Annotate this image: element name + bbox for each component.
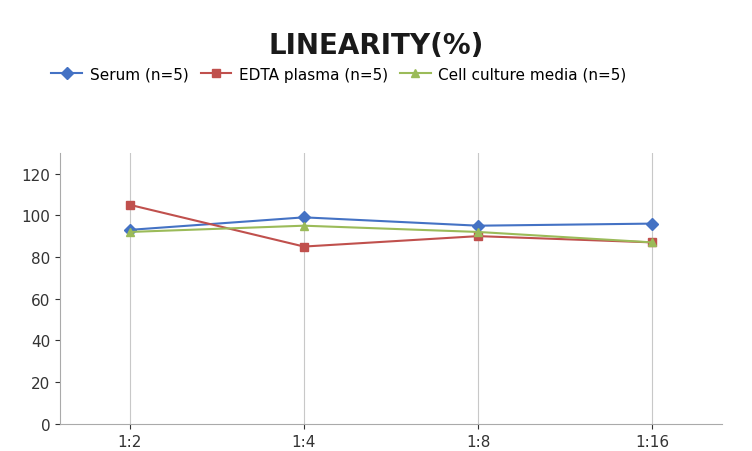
Cell culture media (n=5) <box>299 224 308 229</box>
Serum (n=5) <box>299 215 308 221</box>
Serum (n=5) <box>126 228 135 233</box>
EDTA plasma (n=5) <box>647 240 656 245</box>
Legend: Serum (n=5), EDTA plasma (n=5), Cell culture media (n=5): Serum (n=5), EDTA plasma (n=5), Cell cul… <box>45 62 632 89</box>
Serum (n=5) <box>474 224 483 229</box>
Line: EDTA plasma (n=5): EDTA plasma (n=5) <box>126 201 656 251</box>
Line: Cell culture media (n=5): Cell culture media (n=5) <box>126 222 656 247</box>
EDTA plasma (n=5) <box>474 234 483 239</box>
Text: LINEARITY(%): LINEARITY(%) <box>268 32 484 60</box>
Line: Serum (n=5): Serum (n=5) <box>126 214 656 235</box>
EDTA plasma (n=5) <box>299 244 308 250</box>
Serum (n=5) <box>647 221 656 227</box>
Cell culture media (n=5) <box>474 230 483 235</box>
Cell culture media (n=5) <box>126 230 135 235</box>
Cell culture media (n=5) <box>647 240 656 245</box>
EDTA plasma (n=5) <box>126 202 135 208</box>
